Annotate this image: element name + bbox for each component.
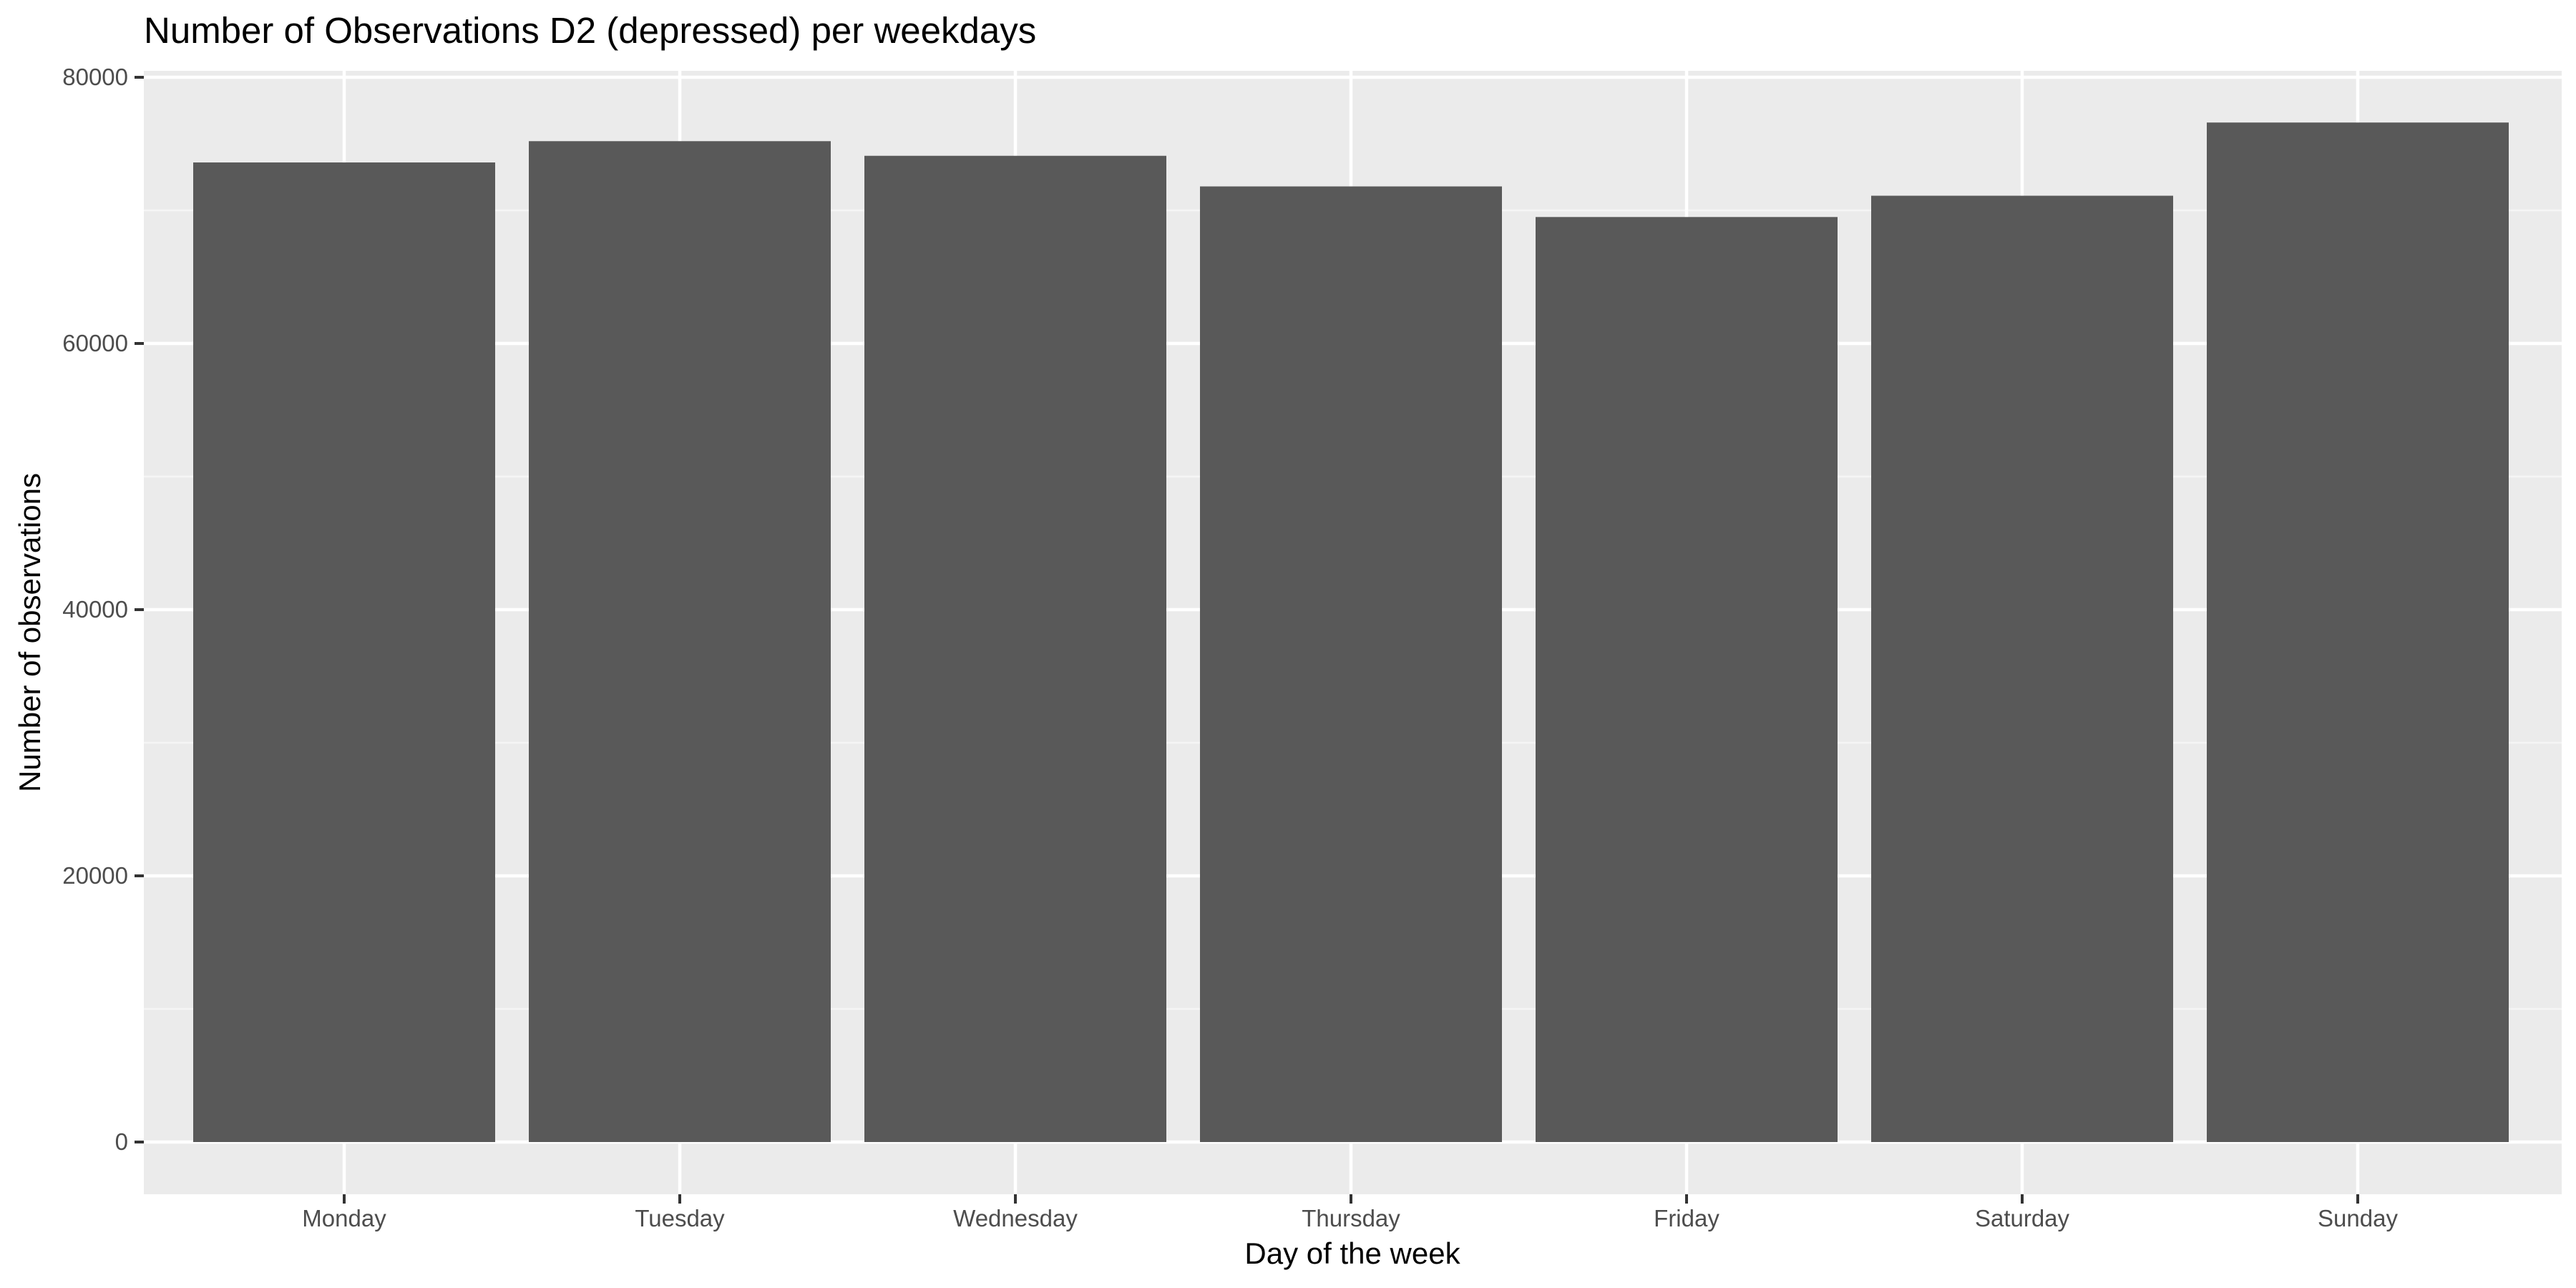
- bar-sunday: [2207, 122, 2509, 1143]
- bar-thursday: [1200, 186, 1502, 1142]
- x-tick-label: Sunday: [2318, 1205, 2398, 1231]
- x-tick-label: Thursday: [1302, 1205, 1400, 1231]
- bar-friday: [1536, 217, 1838, 1142]
- bar-monday: [193, 162, 495, 1142]
- x-tick-label: Tuesday: [635, 1205, 725, 1231]
- x-tick-label: Monday: [302, 1205, 386, 1231]
- bar-tuesday: [529, 141, 831, 1142]
- bars: [193, 122, 2509, 1143]
- chart-title: Number of Observations D2 (depressed) pe…: [144, 10, 1036, 51]
- x-tick-label: Saturday: [1975, 1205, 2070, 1231]
- x-tick-label: Friday: [1654, 1205, 1719, 1231]
- y-tick-label: 80000: [62, 64, 128, 90]
- y-tick-label: 40000: [62, 596, 128, 623]
- x-axis-ticks: Monday Tuesday Wednesday Thursday Friday Satu…: [302, 1194, 2398, 1231]
- x-axis-title: Day of the week: [1244, 1236, 1460, 1270]
- bar-saturday: [1871, 195, 2173, 1142]
- y-axis-title: Number of observations: [13, 473, 47, 792]
- y-tick-label: 20000: [62, 862, 128, 889]
- y-tick-label: 60000: [62, 330, 128, 356]
- y-tick-label: 0: [115, 1128, 128, 1155]
- y-axis-ticks: 0 20000 40000 60000 80000: [62, 64, 144, 1155]
- bar-wednesday: [864, 155, 1166, 1143]
- x-tick-label: Wednesday: [953, 1205, 1078, 1231]
